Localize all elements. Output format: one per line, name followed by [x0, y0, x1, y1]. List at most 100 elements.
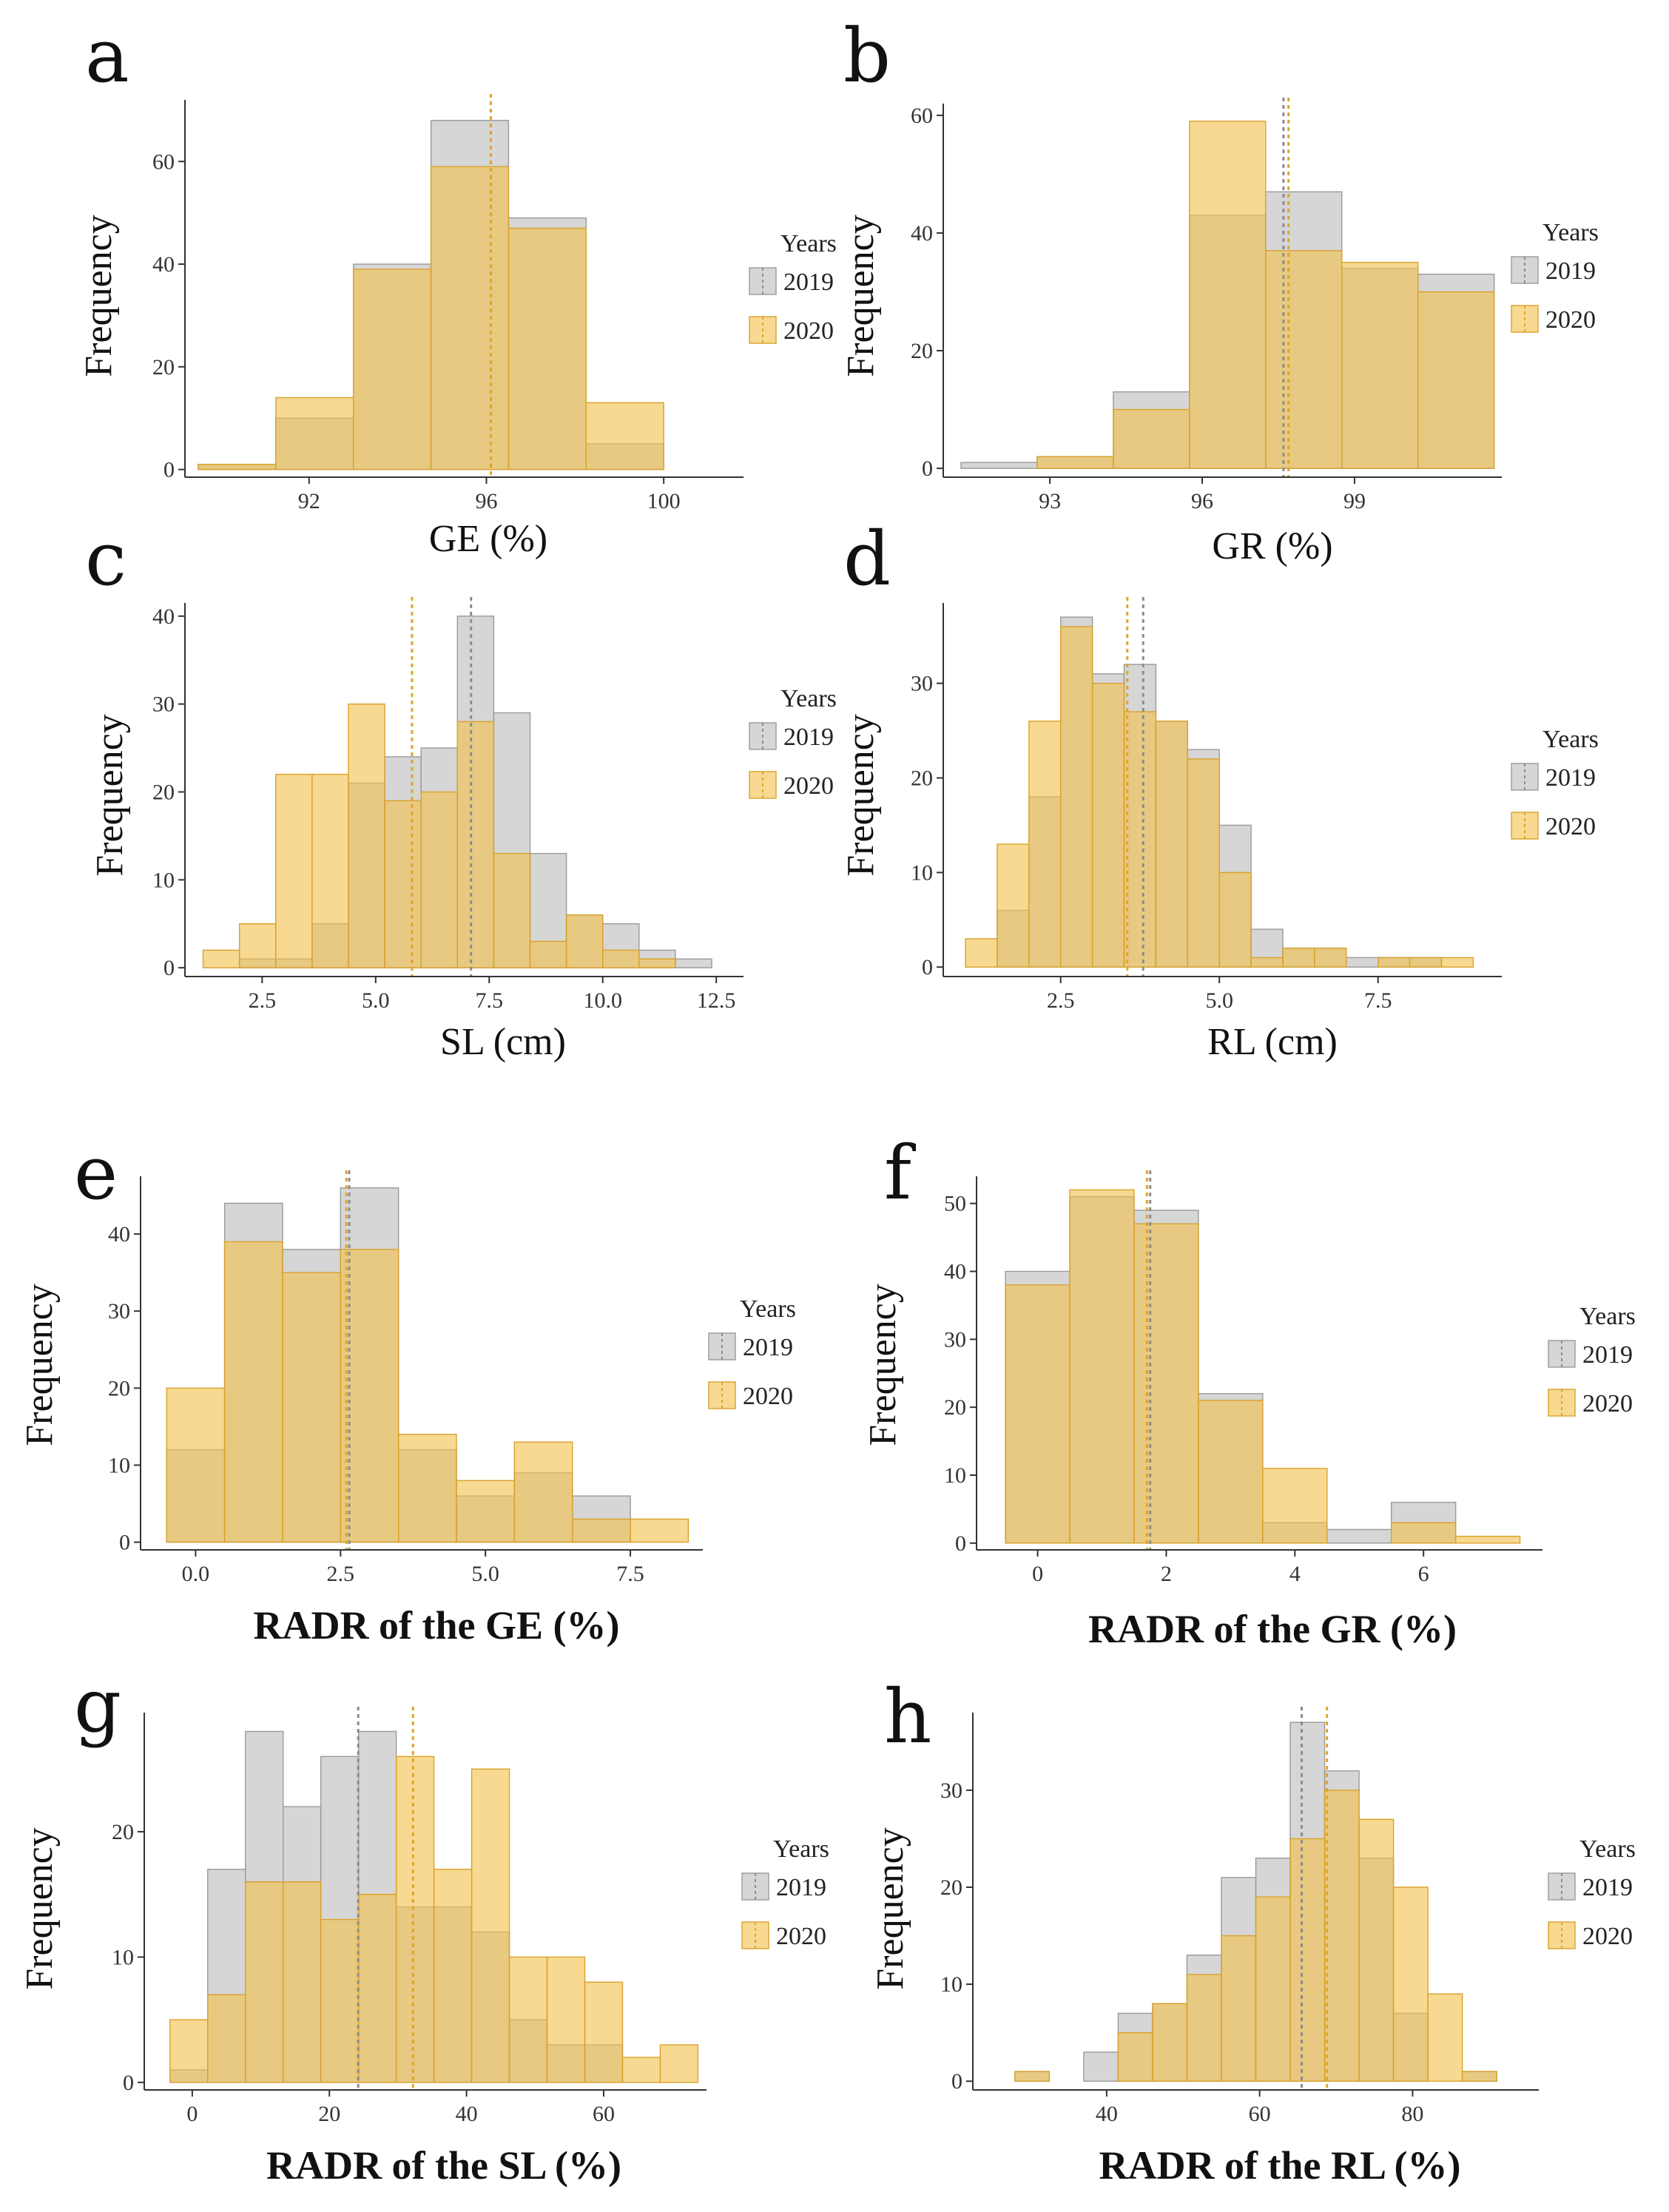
legend-key-2020: 2020	[1548, 1921, 1633, 1950]
legend-key-2019: 2019	[1511, 256, 1596, 285]
bar-2020-9	[529, 940, 567, 968]
legend-title: Years	[1542, 726, 1599, 753]
x-tick-label: 92	[298, 489, 320, 513]
legend: Years 2019 2020	[708, 1295, 796, 1410]
x-tick-label: 12.5	[697, 988, 736, 1013]
legend-key-2020: 2020	[1511, 305, 1596, 334]
y-tick-label: 10	[112, 1945, 134, 1969]
series-2020	[1036, 121, 1495, 469]
bar-2020-1	[238, 923, 277, 968]
legend-label: 2019	[1545, 764, 1596, 792]
y-tick-label: 10	[940, 1972, 962, 1997]
y-tick-label: 0	[163, 956, 175, 980]
bar-2020-1	[207, 1994, 246, 2083]
legend-title: Years	[1542, 219, 1599, 246]
y-axis-label: Frequency	[78, 215, 120, 377]
x-tick-label: 99	[1343, 489, 1366, 513]
x-tick-label: 60	[1249, 2102, 1271, 2126]
bar-2019-13	[675, 958, 712, 968]
y-tick-label: 40	[108, 1222, 130, 1247]
bar-2020-2	[352, 269, 432, 471]
bar-2020-0	[202, 949, 240, 968]
panel-letter: h	[884, 1673, 931, 1760]
bar-2020-2	[1028, 721, 1062, 968]
bar-2020-2	[275, 774, 313, 968]
bar-2020-13	[1377, 957, 1411, 968]
bar-2020-10	[1282, 947, 1315, 968]
bar-2019-2	[1083, 2051, 1119, 2082]
y-tick-label: 30	[940, 1778, 962, 1803]
panel-b: b 93 96 99 0 20 40 60 GR (%) Frequency Years 2019 20…	[840, 13, 1599, 567]
bar-2020-2	[282, 1272, 342, 1543]
legend-key-2020: 2020	[708, 1381, 793, 1410]
legend: Years 2019 2020	[1548, 1303, 1636, 1417]
bar-2020-5	[1186, 1974, 1222, 2082]
bar-2020-6	[1417, 291, 1495, 469]
bar-2020-4	[508, 227, 587, 471]
x-tick-label: 100	[647, 489, 681, 513]
bar-2020-10	[565, 914, 604, 968]
y-tick-label: 10	[911, 860, 933, 885]
bar-2020-10	[1358, 1818, 1395, 2082]
bar-2020-8	[630, 1518, 689, 1543]
x-tick-label: 2.5	[249, 988, 277, 1013]
legend-label: 2019	[1545, 257, 1596, 285]
bar-2020-11	[584, 1981, 624, 2083]
bar-2020-12	[1427, 1993, 1463, 2082]
bar-2020-3	[282, 1881, 322, 2083]
bar-2020-4	[320, 1918, 360, 2083]
panel-d: d 2.5 5.0 7.5 0 10 20 30 RL (cm) Frequency Years 20…	[840, 516, 1599, 1063]
bar-2020-0	[1005, 1284, 1070, 1544]
bar-2020-0	[169, 2019, 209, 2083]
x-tick-label: 2.5	[1047, 988, 1075, 1013]
y-tick-label: 0	[922, 955, 933, 979]
legend-title: Years	[780, 230, 837, 257]
x-tick-label: 40	[456, 2102, 478, 2126]
y-tick-label: 20	[944, 1395, 966, 1420]
x-tick-label: 96	[1191, 489, 1213, 513]
x-tick-label: 20	[318, 2102, 340, 2126]
legend-key-2019: 2019	[1548, 1872, 1633, 1901]
x-tick-label: 10.0	[583, 988, 622, 1013]
panel-f: f 0 2 4 6 0 10 20 30 40 50 RADR of the GR (%) Freque…	[862, 1130, 1636, 1651]
x-tick-label: 96	[475, 489, 497, 513]
panel-letter: b	[843, 13, 891, 99]
bar-2020-8	[471, 1768, 510, 2083]
panel-g: g 0 20 40 60 0 10 20 RADR of the SL (%) Frequency…	[18, 1662, 829, 2188]
bar-2020-11	[1392, 1886, 1429, 2082]
x-axis-label: RADR of the SL (%)	[266, 2143, 621, 2188]
legend-key-2019: 2019	[708, 1332, 793, 1361]
legend-label: 2020	[1545, 306, 1596, 334]
bar-2020-1	[997, 843, 1030, 968]
legend-key-2019: 2019	[749, 267, 834, 296]
bar-2020-0	[166, 1387, 226, 1543]
bar-2020-6	[1391, 1522, 1457, 1544]
bar-2020-14	[1409, 957, 1443, 968]
y-tick-label: 10	[944, 1463, 966, 1488]
bar-2020-4	[348, 703, 385, 968]
bar-2020-15	[1440, 957, 1474, 968]
x-axis-label: GR (%)	[1212, 525, 1332, 567]
bar-2019-0	[960, 462, 1038, 469]
legend-key-2019: 2019	[749, 722, 834, 751]
legend-label: 2020	[743, 1383, 793, 1410]
x-tick-label: 4	[1289, 1562, 1301, 1586]
y-tick-label: 20	[152, 780, 175, 804]
bar-2020-4	[1091, 682, 1125, 968]
x-tick-label: 2.5	[327, 1562, 355, 1586]
bar-2020-5	[585, 402, 664, 471]
legend-key-2020: 2020	[741, 1921, 826, 1950]
y-tick-label: 30	[108, 1299, 130, 1324]
x-tick-label: 5.0	[471, 1562, 499, 1586]
bar-2020-7	[1187, 758, 1220, 968]
bar-2020-12	[621, 2057, 661, 2083]
bar-2020-2	[1133, 1223, 1199, 1544]
y-tick-label: 0	[163, 458, 175, 482]
y-tick-label: 60	[152, 149, 175, 174]
bar-2020-0	[1014, 2071, 1051, 2082]
bar-2020-5	[1341, 262, 1419, 469]
y-axis-label: Frequency	[869, 1827, 911, 1989]
y-axis-label: Frequency	[840, 215, 882, 377]
bar-2020-2	[1113, 408, 1190, 469]
bar-2020-8	[1289, 1838, 1326, 2082]
